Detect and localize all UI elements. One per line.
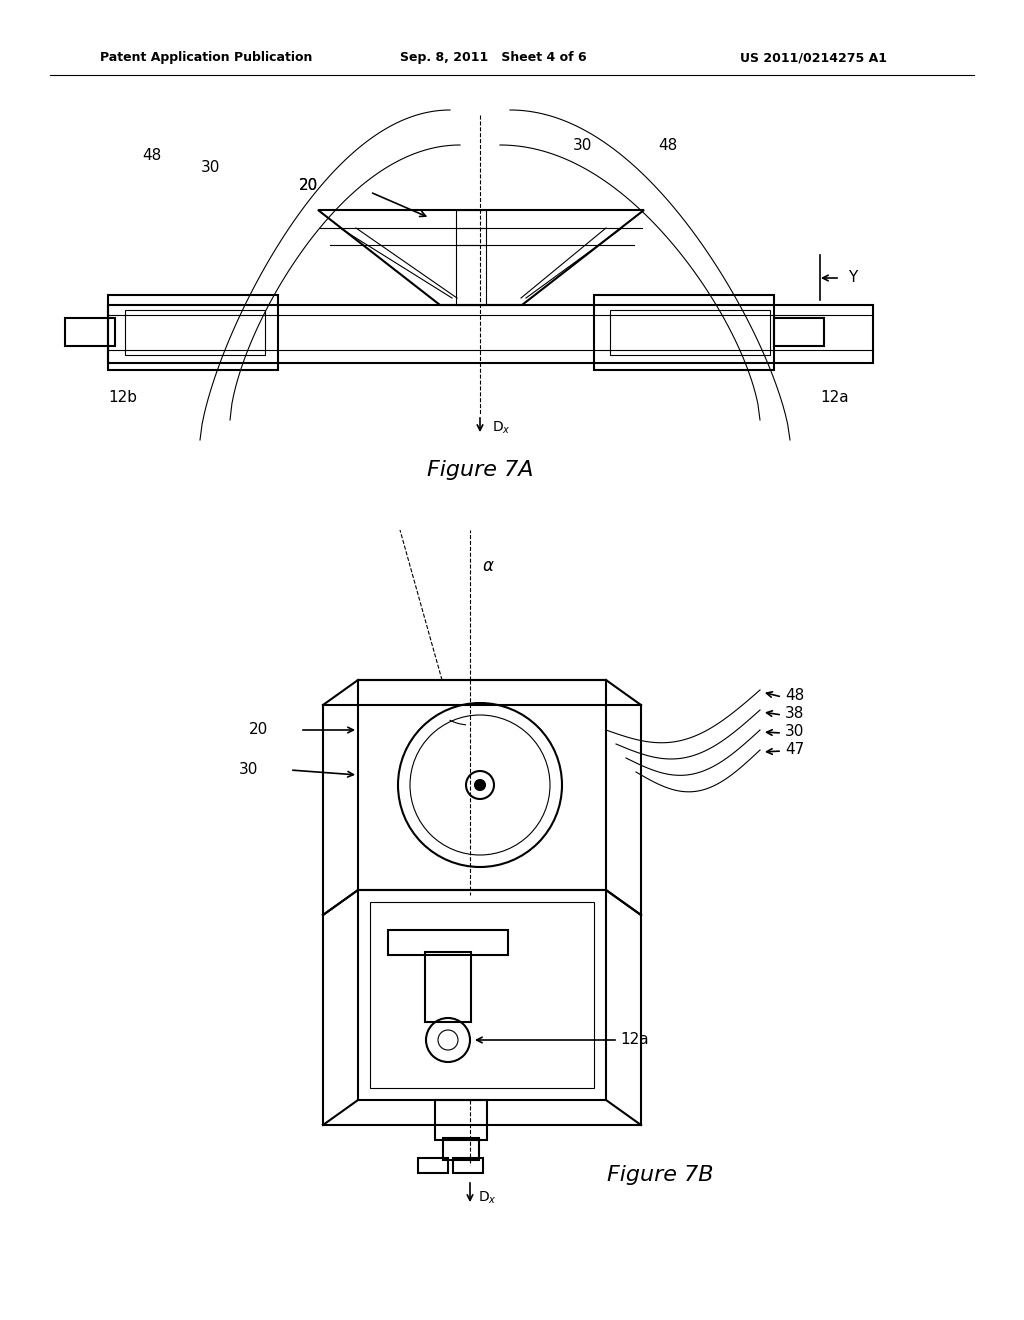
Text: D$_x$: D$_x$ bbox=[478, 1189, 497, 1206]
Bar bbox=[358, 890, 606, 1100]
Text: Sep. 8, 2011   Sheet 4 of 6: Sep. 8, 2011 Sheet 4 of 6 bbox=[400, 51, 587, 65]
Text: Figure 7B: Figure 7B bbox=[607, 1166, 714, 1185]
Bar bbox=[456, 210, 486, 305]
Text: 47: 47 bbox=[785, 742, 804, 756]
Text: 30: 30 bbox=[201, 161, 220, 176]
Bar bbox=[65, 318, 115, 346]
Text: 38: 38 bbox=[785, 705, 805, 721]
Text: 12b: 12b bbox=[108, 389, 137, 405]
Text: US 2011/0214275 A1: US 2011/0214275 A1 bbox=[740, 51, 887, 65]
Bar bbox=[125, 310, 265, 355]
Bar bbox=[388, 931, 508, 954]
Bar bbox=[435, 1100, 487, 1140]
Text: 30: 30 bbox=[239, 763, 258, 777]
Text: 20: 20 bbox=[298, 177, 317, 193]
Text: 20: 20 bbox=[249, 722, 267, 738]
Text: 12a: 12a bbox=[620, 1032, 648, 1048]
Bar bbox=[358, 680, 606, 890]
Bar bbox=[594, 294, 774, 370]
Text: $\alpha$: $\alpha$ bbox=[482, 557, 495, 576]
Text: 30: 30 bbox=[572, 137, 592, 153]
Text: Patent Application Publication: Patent Application Publication bbox=[100, 51, 312, 65]
Bar bbox=[425, 952, 471, 1022]
Circle shape bbox=[475, 780, 485, 789]
Bar bbox=[443, 1138, 479, 1160]
Text: Figure 7A: Figure 7A bbox=[427, 459, 534, 480]
Text: Y: Y bbox=[848, 271, 857, 285]
Text: D$_x$: D$_x$ bbox=[492, 420, 511, 436]
Bar bbox=[108, 305, 873, 363]
Text: 48: 48 bbox=[785, 688, 804, 702]
Text: 12a: 12a bbox=[820, 389, 849, 405]
Text: 48: 48 bbox=[142, 148, 162, 162]
Bar bbox=[370, 902, 594, 1088]
Bar bbox=[108, 294, 278, 370]
Bar bbox=[774, 318, 824, 346]
Text: 20: 20 bbox=[298, 177, 317, 193]
Text: 30: 30 bbox=[785, 723, 805, 738]
Bar bbox=[610, 310, 770, 355]
Text: 48: 48 bbox=[658, 137, 678, 153]
Bar bbox=[453, 1158, 483, 1173]
Bar bbox=[418, 1158, 449, 1173]
